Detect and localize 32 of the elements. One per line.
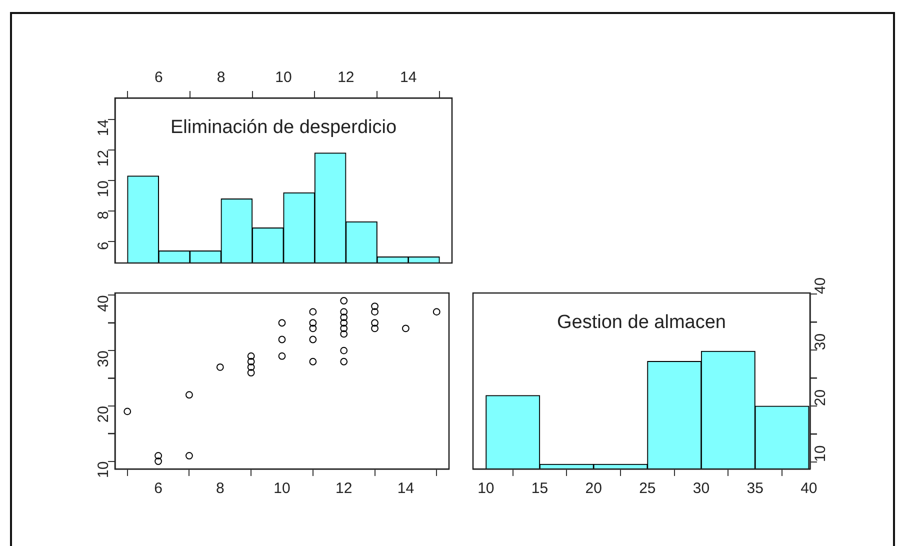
y-tick-label: 40 (95, 295, 112, 312)
x-tick-label: 10 (478, 480, 494, 498)
x-tick-label: 25 (639, 480, 656, 498)
text: Eliminación de desperdicio (170, 117, 397, 138)
x-tick-label: 14 (400, 69, 417, 86)
y-tick-label: 40 (812, 277, 830, 294)
x-tick-label: 35 (746, 480, 764, 498)
x-tick-label: 6 (154, 480, 162, 498)
y-tick-label: 20 (95, 406, 112, 423)
y-tick-label: 10 (95, 180, 112, 198)
y-tick-label: 8 (95, 211, 112, 220)
x-tick-label: 20 (585, 480, 602, 498)
y-tick-label: 14 (95, 119, 112, 136)
x-tick-label: 8 (216, 480, 224, 498)
x-tick-label: 40 (800, 480, 818, 498)
y-tick-label: 10 (812, 445, 830, 462)
x-tick-label: 8 (216, 69, 226, 86)
x-tick-label: 10 (274, 480, 290, 498)
y-tick-label: 6 (95, 242, 112, 250)
y-tick-label: 30 (95, 350, 112, 368)
x-tick-label: 10 (275, 69, 292, 86)
x-tick-label: 12 (338, 69, 354, 86)
x-tick-label: 15 (531, 480, 548, 498)
x-tick-label: 14 (397, 480, 414, 498)
x-tick-label: 6 (154, 69, 163, 86)
y-tick-label: 30 (812, 333, 830, 350)
text: Gestion de almacen (557, 312, 726, 334)
x-tick-label: 12 (336, 480, 352, 498)
y-tick-label: 10 (95, 461, 112, 478)
y-tick-label: 20 (812, 389, 830, 406)
x-tick-label: 30 (692, 480, 710, 498)
y-tick-label: 12 (95, 150, 112, 167)
